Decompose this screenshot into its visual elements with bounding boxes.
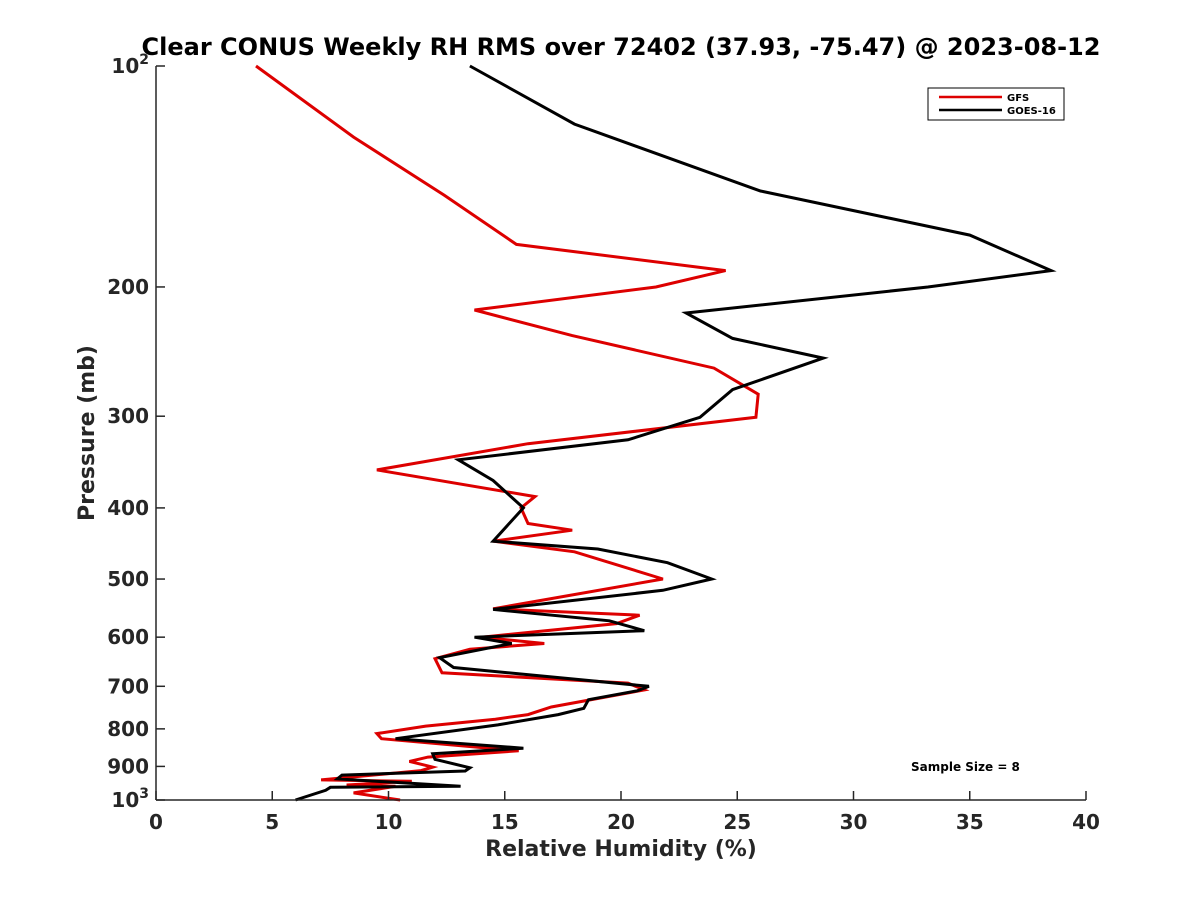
sample-size-annotation: Sample Size = 8 [911, 760, 1020, 774]
y-tick-label: 400 [107, 496, 149, 520]
y-tick-label: 900 [107, 754, 149, 778]
legend: GFS GOES-16 [927, 87, 1065, 121]
chart-title: Clear CONUS Weekly RH RMS over 72402 (37… [142, 33, 1101, 61]
x-tick-label: 40 [1072, 810, 1100, 834]
y-axis-label: Pressure (mb) [75, 345, 100, 521]
x-ticks: 0 5 10 15 20 25 30 35 40 [149, 791, 1100, 834]
x-axis-label: Relative Humidity (%) [485, 837, 757, 862]
x-tick-label: 15 [491, 810, 519, 834]
y-tick-label: 500 [107, 567, 149, 591]
y-tick-label: 200 [107, 275, 149, 299]
x-tick-label: 20 [607, 810, 635, 834]
y-tick-label: 600 [107, 625, 149, 649]
x-tick-label: 5 [265, 810, 279, 834]
x-tick-label: 35 [956, 810, 984, 834]
series-line-goes-16 [295, 64, 1057, 802]
y-tick-label: 800 [107, 717, 149, 741]
series-group [255, 64, 1057, 802]
y-tick-label: 300 [107, 404, 149, 428]
plot-area: 0 5 10 15 20 25 30 35 40 102 200 300 400 500 600 700 80… [107, 52, 1100, 834]
legend-box [927, 87, 1065, 121]
legend-label-goes-16: GOES-16 [1007, 106, 1056, 117]
x-tick-label: 25 [723, 810, 751, 834]
x-tick-label: 30 [840, 810, 868, 834]
y-tick-label: 102 [111, 52, 149, 78]
y-tick-label: 700 [107, 674, 149, 698]
x-tick-label: 10 [375, 810, 403, 834]
legend-label-gfs: GFS [1007, 93, 1029, 104]
x-tick-label: 0 [149, 810, 163, 834]
